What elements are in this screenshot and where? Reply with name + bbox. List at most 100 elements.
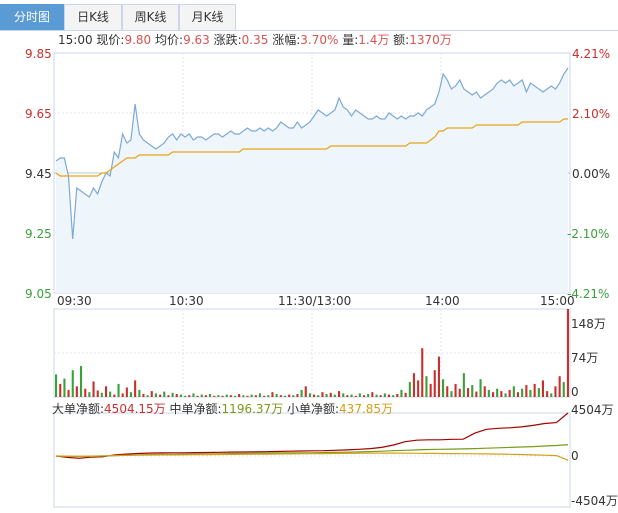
tab-intraday[interactable]: 分时图 — [0, 4, 64, 30]
volume-bar — [134, 380, 137, 397]
volume-value: 1.4万 — [358, 33, 390, 47]
volume-bar — [163, 391, 166, 397]
tab-monthly-kline[interactable]: 月K线 — [179, 4, 236, 30]
volume-bar — [367, 394, 370, 397]
volume-bar — [437, 356, 440, 397]
volume-bar — [71, 370, 74, 397]
volume-bar — [375, 394, 378, 397]
volume-bar — [558, 376, 561, 397]
volume-bar — [500, 391, 503, 397]
volume-bar — [346, 395, 349, 397]
price-tick-label: 9.25 — [25, 227, 52, 241]
volume-bar — [242, 395, 245, 397]
volume-bar — [550, 393, 553, 397]
flow-tick-label: 0 — [571, 449, 579, 463]
avg-price-series-line — [55, 118, 568, 177]
price-tick-label: 9.45 — [25, 167, 52, 181]
volume-bar — [138, 389, 141, 397]
volume-bar — [321, 392, 324, 397]
volume-bar — [317, 395, 320, 397]
volume-bar — [271, 392, 274, 397]
time-tick-label: 09:30 — [57, 294, 92, 308]
volume-bar — [350, 394, 353, 397]
volume-bar — [429, 383, 432, 397]
volume-bar — [383, 393, 386, 397]
now-price-label: 现价: — [96, 33, 125, 47]
volume-bar — [184, 395, 187, 397]
quote-info-bar: 15:00 现价:9.80 均价:9.63 涨跌:0.35 涨幅:3.70% 量… — [58, 33, 452, 47]
volume-bar — [192, 393, 195, 397]
volume-bar — [109, 391, 112, 397]
volume-bar — [562, 382, 565, 397]
volume-bar — [150, 391, 153, 397]
volume-bar — [263, 395, 266, 397]
pct-tick-label: 0.00% — [572, 167, 611, 181]
volume-bar — [213, 395, 216, 397]
volume-bar — [146, 395, 149, 397]
volume-bar — [508, 389, 511, 397]
volume-bar — [75, 386, 78, 397]
volume-bar — [246, 395, 249, 397]
amount-label: 额: — [393, 33, 410, 47]
price-series-line — [55, 67, 569, 240]
volume-bar — [496, 388, 499, 397]
pct-tick-label: -4.21% — [567, 287, 610, 301]
time-tick-label: 10:30 — [169, 294, 204, 308]
volume-bar — [117, 383, 120, 397]
volume-bar — [113, 394, 116, 397]
volume-bar — [454, 383, 457, 397]
price-tick-label: 9.05 — [25, 287, 52, 301]
volume-bar — [462, 373, 465, 397]
volume-bar — [396, 394, 399, 397]
volume-tick-label: 74万 — [571, 351, 599, 365]
volume-bar — [55, 374, 58, 397]
volume-bar — [479, 379, 482, 397]
volume-bar — [92, 381, 95, 397]
volume-bar — [458, 388, 461, 397]
volume-bar — [59, 383, 62, 397]
volume-bar — [121, 393, 124, 397]
big-flow-value: 4504.15万 — [104, 402, 166, 416]
volume-bar — [521, 388, 524, 397]
volume-bar — [354, 395, 357, 397]
volume-bar — [483, 386, 486, 397]
volume-bar — [258, 393, 261, 397]
volume-bar — [238, 394, 241, 397]
time-tick-label: 14:00 — [425, 294, 460, 308]
pct-tick-label: -2.10% — [567, 227, 610, 241]
time-tick-label: 11:30/13:00 — [278, 294, 352, 308]
volume-bar — [125, 387, 128, 397]
volume-bar — [537, 388, 540, 397]
volume-bar — [516, 392, 519, 397]
volume-bar — [84, 388, 87, 397]
volume-bar — [296, 394, 299, 397]
amount-value: 1370万 — [409, 33, 452, 47]
volume-bar — [200, 394, 203, 397]
volume-bar — [80, 366, 83, 397]
volume-bar — [425, 376, 428, 397]
volume-bar — [175, 394, 178, 397]
volume-bar — [541, 380, 544, 397]
big-flow-label: 大单净额: — [52, 402, 105, 416]
volume-bar — [529, 389, 532, 397]
volume-bar — [417, 380, 420, 397]
volume-bar — [234, 395, 237, 397]
volume-bar — [404, 392, 407, 397]
small-flow-label: 小单净额: — [287, 402, 340, 416]
volume-bar — [159, 394, 162, 397]
volume-bar — [221, 395, 224, 397]
volume-bar — [442, 379, 445, 397]
tab-weekly-kline[interactable]: 周K线 — [122, 4, 179, 30]
tab-daily-kline[interactable]: 日K线 — [64, 4, 122, 30]
volume-bar — [129, 392, 132, 397]
volume-bar — [300, 389, 303, 397]
volume-bar — [333, 394, 336, 397]
volume-bar — [179, 394, 182, 397]
flow-legend: 大单净额:4504.15万 中单净额:1196.37万 小单净额:437.85万 — [52, 402, 393, 416]
volume-bar — [387, 394, 390, 397]
volume-bar — [379, 395, 382, 397]
volume-bar — [196, 395, 199, 397]
volume-bar — [471, 385, 474, 397]
volume-bar — [492, 392, 495, 397]
